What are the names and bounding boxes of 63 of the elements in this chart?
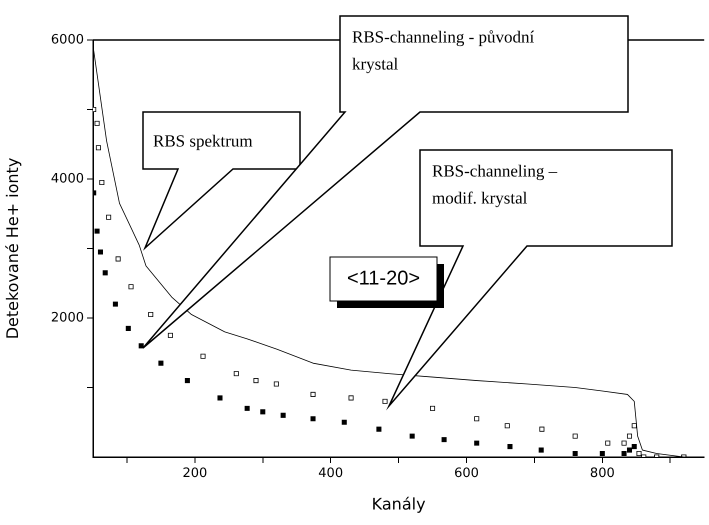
point [138,343,144,348]
point [96,145,101,150]
point [310,416,316,422]
point [507,444,512,450]
point [474,440,480,446]
point [626,434,632,439]
point [200,354,206,359]
point [158,360,164,366]
annotation: <11-20> [346,268,420,290]
point [126,326,131,331]
x-axis-title: Kanály [372,494,426,514]
point [572,434,578,439]
y-tick-label: 2000 [50,310,84,326]
y-tick-label: 4000 [50,171,84,186]
point [348,395,354,400]
point [116,256,121,262]
point [112,302,118,307]
point [94,120,100,126]
point [234,371,239,376]
point [632,423,637,428]
point [632,444,637,450]
point [538,448,544,453]
annotation: RBS-channeling – modif. krystal [432,161,558,208]
point [274,382,279,387]
point [260,409,266,414]
point [626,448,632,453]
x-tick-label: 200 [182,466,208,482]
point [430,406,436,411]
point [99,180,104,185]
point [94,228,100,234]
point [382,398,388,404]
point [102,270,108,276]
point [106,214,112,220]
point [410,434,415,439]
annotation: RBS spektrum [153,131,253,150]
point [98,249,103,254]
point [148,312,154,318]
point [376,426,382,432]
point [600,451,605,456]
point [244,406,250,411]
x-tick-label: 400 [318,466,344,482]
x-tick-label: 600 [454,466,479,482]
point [572,451,578,456]
point [504,423,510,428]
x-tick-label: 800 [590,466,615,482]
point [184,378,190,384]
point [128,284,134,290]
point [342,420,347,425]
point [253,378,259,384]
point [539,426,544,432]
point [168,332,173,338]
y-tick-label: 6000 [50,32,84,48]
point [310,392,316,397]
point [217,395,223,400]
point [636,451,642,456]
point [622,451,627,456]
point [474,416,480,422]
point [605,440,610,446]
y-axis-title: Detekované He+ ionty [2,158,22,340]
point [280,412,286,418]
point [622,440,627,446]
annotation: RBS-channeling - původní krystal [352,27,535,74]
point [442,437,447,442]
